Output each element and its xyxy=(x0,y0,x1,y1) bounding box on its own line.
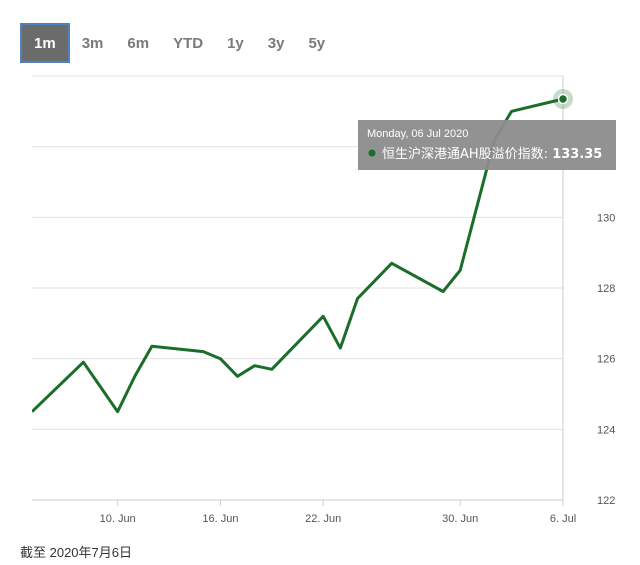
tooltip-series-label: 恒生沪深港通AH股溢价指数: xyxy=(382,146,552,162)
y-tick-label: 126 xyxy=(597,354,615,366)
range-button-1y[interactable]: 1y xyxy=(227,34,244,52)
range-button-6m[interactable]: 6m xyxy=(127,34,150,52)
series-line xyxy=(32,97,564,414)
x-tick-label: 16. Jun xyxy=(202,513,238,525)
as-of-footnote: 截至 2020年7月6日 xyxy=(20,545,132,560)
y-tick-label: 124 xyxy=(597,424,615,436)
line-chart: 122 124 126 128 130 10. Jun 16. Jun 22. Jun 30. … xyxy=(32,75,616,525)
range-button-ytd[interactable]: YTD xyxy=(173,34,204,52)
range-button-3m[interactable]: 3m xyxy=(81,34,104,52)
tooltip-box xyxy=(358,120,616,170)
range-selector: 1m 3m 6m YTD 1y 3y 5y xyxy=(20,22,337,64)
tooltip-date: Monday, 06 Jul 2020 xyxy=(367,128,468,140)
tooltip-series-text: 恒生沪深港通AH股溢价指数: 133.35 xyxy=(382,146,602,162)
hover-point xyxy=(557,93,569,105)
tooltip-series-marker xyxy=(368,149,376,157)
x-tick-label: 6. Jul xyxy=(550,513,576,525)
range-button-5y[interactable]: 5y xyxy=(308,34,326,52)
tooltip-value: 133.35 xyxy=(552,147,602,162)
y-tick-label: 122 xyxy=(597,495,615,507)
range-button-1m[interactable]: 1m xyxy=(20,23,70,63)
x-tick-label: 30. Jun xyxy=(442,513,478,525)
y-tick-label: 128 xyxy=(597,283,615,295)
x-tick-label: 10. Jun xyxy=(100,513,136,525)
y-tick-label: 130 xyxy=(597,212,615,224)
x-tick-label: 22. Jun xyxy=(305,513,341,525)
range-button-3y[interactable]: 3y xyxy=(267,34,285,52)
